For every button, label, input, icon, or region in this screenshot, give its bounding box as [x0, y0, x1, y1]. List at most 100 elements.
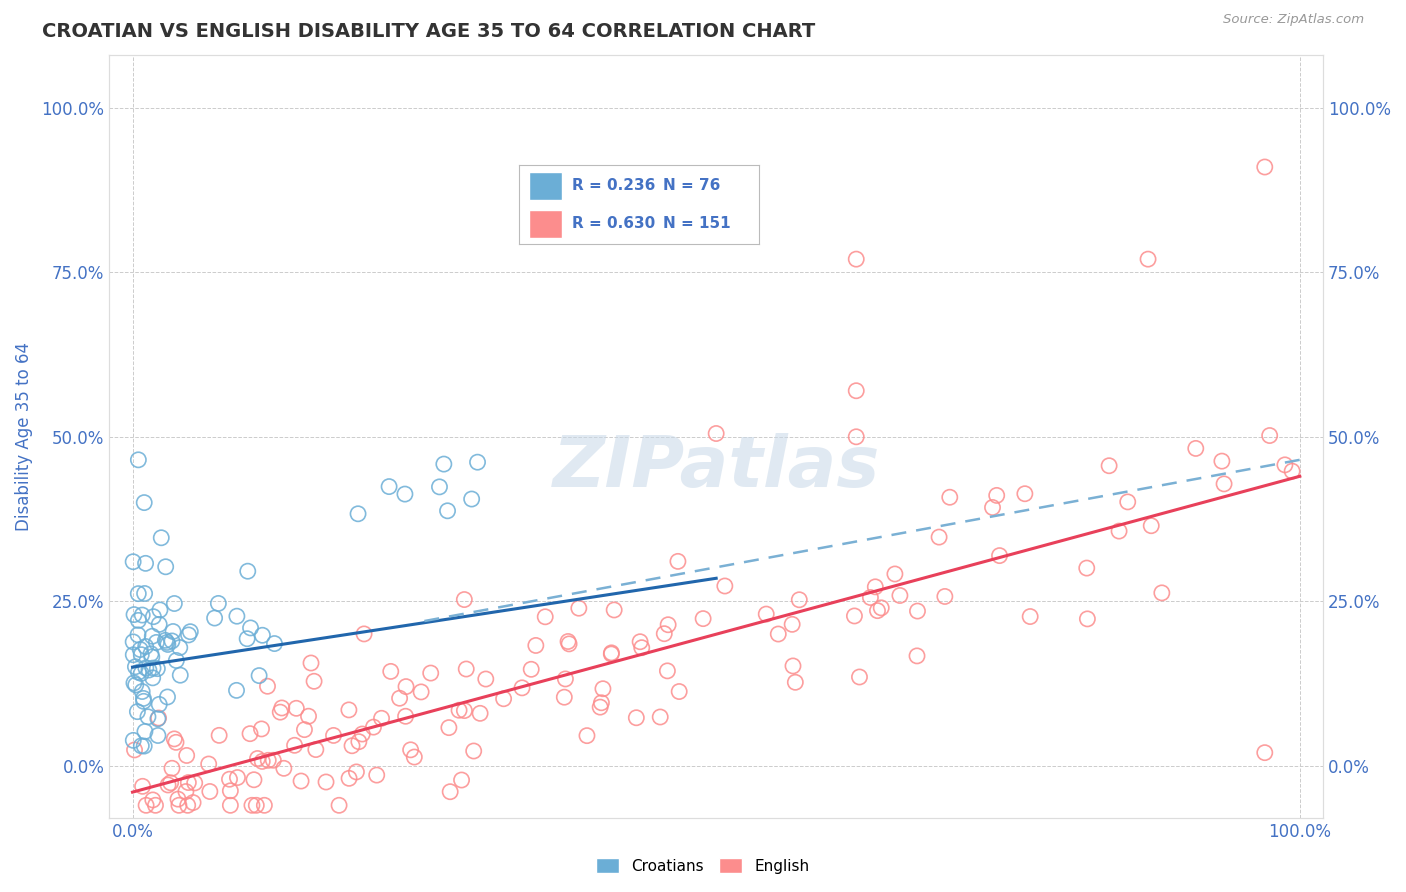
- Point: [269, 705, 291, 719]
- Point: [467, 455, 489, 469]
- Point: [122, 733, 145, 747]
- Point: [456, 662, 478, 676]
- Point: [236, 564, 259, 578]
- Point: [148, 711, 170, 725]
- Point: [219, 784, 242, 798]
- Point: [650, 710, 672, 724]
- Point: [768, 627, 790, 641]
- Point: [755, 607, 778, 621]
- Point: [134, 724, 156, 739]
- Point: [780, 617, 803, 632]
- Point: [131, 739, 153, 753]
- Point: [165, 653, 187, 667]
- Point: [492, 691, 515, 706]
- Point: [353, 627, 375, 641]
- Point: [404, 750, 426, 764]
- Point: [145, 635, 167, 649]
- Point: [600, 646, 623, 660]
- Point: [845, 252, 868, 267]
- Point: [1140, 518, 1163, 533]
- Point: [1108, 524, 1130, 538]
- Point: [176, 798, 198, 813]
- Point: [692, 612, 714, 626]
- Point: [787, 592, 810, 607]
- Point: [1254, 746, 1277, 760]
- Point: [378, 480, 401, 494]
- Point: [344, 764, 367, 779]
- Point: [145, 798, 167, 813]
- Point: [163, 731, 186, 746]
- Point: [169, 640, 191, 655]
- Point: [453, 704, 475, 718]
- Point: [181, 796, 204, 810]
- Y-axis label: Disability Age 35 to 64: Disability Age 35 to 64: [15, 343, 32, 532]
- Point: [252, 628, 274, 642]
- Point: [225, 683, 247, 698]
- Point: [1211, 454, 1233, 468]
- Point: [1076, 561, 1098, 575]
- Point: [225, 609, 247, 624]
- Point: [1098, 458, 1121, 473]
- Point: [207, 596, 229, 610]
- Point: [236, 632, 259, 646]
- Point: [704, 426, 727, 441]
- Point: [986, 488, 1008, 502]
- Point: [905, 648, 928, 663]
- Point: [1274, 458, 1296, 472]
- Text: N = 76: N = 76: [662, 178, 720, 194]
- Point: [177, 628, 200, 642]
- Point: [463, 744, 485, 758]
- Point: [939, 490, 962, 504]
- Point: [575, 729, 598, 743]
- Point: [328, 798, 350, 813]
- Point: [453, 592, 475, 607]
- Point: [122, 635, 145, 649]
- Point: [1184, 442, 1206, 456]
- Point: [285, 701, 308, 715]
- Point: [297, 709, 319, 723]
- Point: [340, 739, 363, 753]
- Point: [142, 793, 165, 807]
- Point: [138, 663, 160, 677]
- Point: [131, 608, 153, 623]
- Point: [870, 600, 893, 615]
- Point: [844, 609, 866, 624]
- Point: [294, 723, 316, 737]
- Point: [845, 384, 868, 398]
- Point: [866, 604, 889, 618]
- Point: [243, 772, 266, 787]
- Point: [347, 507, 370, 521]
- Point: [124, 659, 146, 673]
- Point: [290, 774, 312, 789]
- Point: [129, 666, 152, 681]
- Point: [246, 751, 269, 765]
- Point: [363, 720, 385, 734]
- Point: [150, 531, 173, 545]
- Point: [419, 666, 441, 681]
- Point: [934, 590, 956, 604]
- Point: [1258, 428, 1281, 442]
- Point: [155, 633, 177, 648]
- Point: [176, 748, 198, 763]
- Point: [1019, 609, 1042, 624]
- Point: [394, 487, 416, 501]
- Point: [865, 580, 887, 594]
- Point: [399, 743, 422, 757]
- Point: [433, 457, 456, 471]
- Point: [534, 609, 557, 624]
- Point: [848, 670, 870, 684]
- Point: [162, 624, 184, 639]
- Point: [600, 647, 623, 661]
- Point: [380, 665, 402, 679]
- Point: [388, 691, 411, 706]
- Point: [132, 691, 155, 706]
- Point: [141, 629, 163, 643]
- Point: [218, 772, 240, 787]
- Point: [520, 662, 543, 676]
- Point: [252, 755, 274, 769]
- Point: [122, 555, 145, 569]
- Point: [1281, 464, 1303, 478]
- Point: [157, 778, 180, 792]
- Text: R = 0.630: R = 0.630: [572, 217, 655, 231]
- Point: [253, 798, 276, 813]
